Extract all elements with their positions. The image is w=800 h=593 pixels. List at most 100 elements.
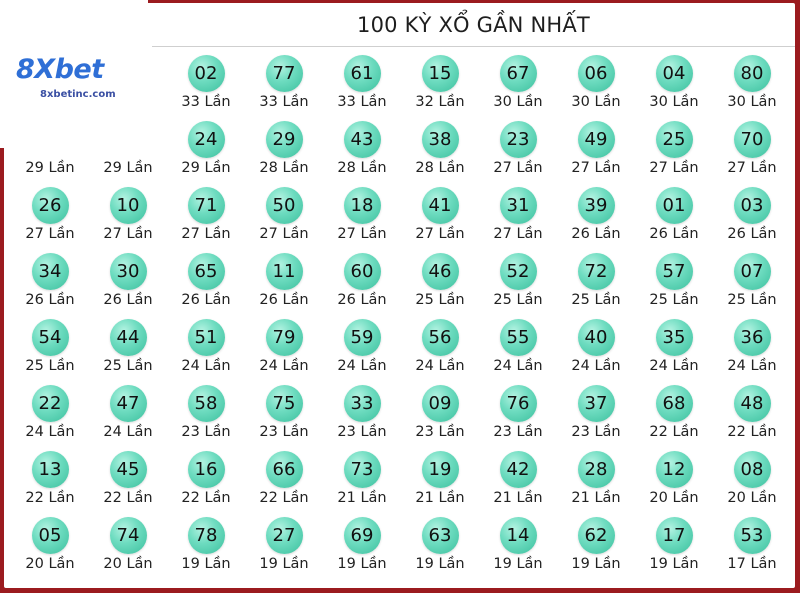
occurrence-count: 23 Lần xyxy=(571,424,621,440)
number-cell: 29 Lần xyxy=(11,115,89,181)
number-ball: 53 xyxy=(733,517,771,554)
number-ball: 47 xyxy=(109,385,147,422)
number-ball: 76 xyxy=(499,385,537,422)
number-ball: 61 xyxy=(343,55,381,92)
occurrence-count: 28 Lần xyxy=(415,160,465,176)
occurrence-count: 24 Lần xyxy=(571,358,621,374)
number-cell: 10 27 Lần xyxy=(89,181,167,247)
number-cell: 29 28 Lần xyxy=(245,115,323,181)
number-ball: 41 xyxy=(421,187,459,224)
occurrence-count: 17 Lần xyxy=(727,556,777,572)
number-cell: 70 27 Lần xyxy=(713,115,791,181)
number-cell: 48 22 Lần xyxy=(713,379,791,445)
number-cell: 06 30 Lần xyxy=(557,49,635,115)
occurrence-count: 23 Lần xyxy=(493,424,543,440)
occurrence-count: 26 Lần xyxy=(649,226,699,242)
number-cell: 30 26 Lần xyxy=(89,247,167,313)
number-cell: 46 25 Lần xyxy=(401,247,479,313)
number-ball: 48 xyxy=(733,385,771,422)
occurrence-count: 24 Lần xyxy=(415,358,465,374)
number-cell: 66 22 Lần xyxy=(245,445,323,511)
number-ball: 02 xyxy=(187,55,225,92)
number-cell: 80 30 Lần xyxy=(713,49,791,115)
number-cell: 76 23 Lần xyxy=(479,379,557,445)
occurrence-count: 23 Lần xyxy=(415,424,465,440)
number-cell: 07 25 Lần xyxy=(713,247,791,313)
number-cell: 39 26 Lần xyxy=(557,181,635,247)
number-ball: 16 xyxy=(187,451,225,488)
occurrence-count: 23 Lần xyxy=(181,424,231,440)
occurrence-count: 24 Lần xyxy=(493,358,543,374)
number-cell: 31 27 Lần xyxy=(479,181,557,247)
number-ball: 03 xyxy=(733,187,771,224)
number-cell: 65 26 Lần xyxy=(167,247,245,313)
occurrence-count: 20 Lần xyxy=(727,490,777,506)
number-ball: 37 xyxy=(577,385,615,422)
occurrence-count: 27 Lần xyxy=(649,160,699,176)
occurrence-count: 24 Lần xyxy=(337,358,387,374)
number-cell: 47 24 Lần xyxy=(89,379,167,445)
occurrence-count: 27 Lần xyxy=(415,226,465,242)
occurrence-count: 27 Lần xyxy=(337,226,387,242)
number-ball: 30 xyxy=(109,253,147,290)
number-cell: 69 19 Lần xyxy=(323,511,401,577)
number-cell: 78 19 Lần xyxy=(167,511,245,577)
occurrence-count: 19 Lần xyxy=(337,556,387,572)
number-cell: 61 33 Lần xyxy=(323,49,401,115)
occurrence-count: 19 Lần xyxy=(571,556,621,572)
occurrence-count: 27 Lần xyxy=(493,226,543,242)
occurrence-count: 25 Lần xyxy=(493,292,543,308)
number-cell: 23 27 Lần xyxy=(479,115,557,181)
number-ball: 50 xyxy=(265,187,303,224)
number-ball: 29 xyxy=(265,121,303,158)
number-cell: 77 33 Lần xyxy=(245,49,323,115)
logo-watermark: 8Xbet 8xbetinc.com xyxy=(0,0,148,148)
number-cell: 58 23 Lần xyxy=(167,379,245,445)
occurrence-count: 22 Lần xyxy=(727,424,777,440)
number-ball: 69 xyxy=(343,517,381,554)
number-cell: 29 Lần xyxy=(89,115,167,181)
number-cell: 02 33 Lần xyxy=(167,49,245,115)
number-cell: 26 27 Lần xyxy=(11,181,89,247)
occurrence-count: 33 Lần xyxy=(181,94,231,110)
number-cell: 24 29 Lần xyxy=(167,115,245,181)
number-cell: 16 22 Lần xyxy=(167,445,245,511)
number-cell: 59 24 Lần xyxy=(323,313,401,379)
occurrence-count: 26 Lần xyxy=(337,292,387,308)
occurrence-count: 24 Lần xyxy=(727,358,777,374)
number-ball: 15 xyxy=(421,55,459,92)
number-ball: 68 xyxy=(655,385,693,422)
number-ball: 60 xyxy=(343,253,381,290)
number-cell: 28 21 Lần xyxy=(557,445,635,511)
number-ball: 73 xyxy=(343,451,381,488)
number-cell: 71 27 Lần xyxy=(167,181,245,247)
number-ball: 57 xyxy=(655,253,693,290)
number-ball: 51 xyxy=(187,319,225,356)
number-cell: 53 17 Lần xyxy=(713,511,791,577)
occurrence-count: 30 Lần xyxy=(571,94,621,110)
occurrence-count: 24 Lần xyxy=(103,424,153,440)
number-ball: 14 xyxy=(499,517,537,554)
number-ball: 04 xyxy=(655,55,693,92)
number-ball: 26 xyxy=(31,187,69,224)
number-cell: 62 19 Lần xyxy=(557,511,635,577)
number-cell: 05 20 Lần xyxy=(11,511,89,577)
number-cell: 52 25 Lần xyxy=(479,247,557,313)
occurrence-count: 28 Lần xyxy=(259,160,309,176)
number-ball: 27 xyxy=(265,517,303,554)
occurrence-count: 26 Lần xyxy=(103,292,153,308)
logo-brand: 8Xbet xyxy=(16,54,104,85)
number-cell: 12 20 Lần xyxy=(635,445,713,511)
occurrence-count: 30 Lần xyxy=(649,94,699,110)
number-cell: 68 22 Lần xyxy=(635,379,713,445)
occurrence-count: 30 Lần xyxy=(493,94,543,110)
number-cell: 19 21 Lần xyxy=(401,445,479,511)
number-ball: 07 xyxy=(733,253,771,290)
number-ball: 05 xyxy=(31,517,69,554)
occurrence-count: 22 Lần xyxy=(259,490,309,506)
number-cell: 17 19 Lần xyxy=(635,511,713,577)
number-cell: 25 27 Lần xyxy=(635,115,713,181)
number-cell: 67 30 Lần xyxy=(479,49,557,115)
number-ball: 10 xyxy=(109,187,147,224)
number-cell: 54 25 Lần xyxy=(11,313,89,379)
